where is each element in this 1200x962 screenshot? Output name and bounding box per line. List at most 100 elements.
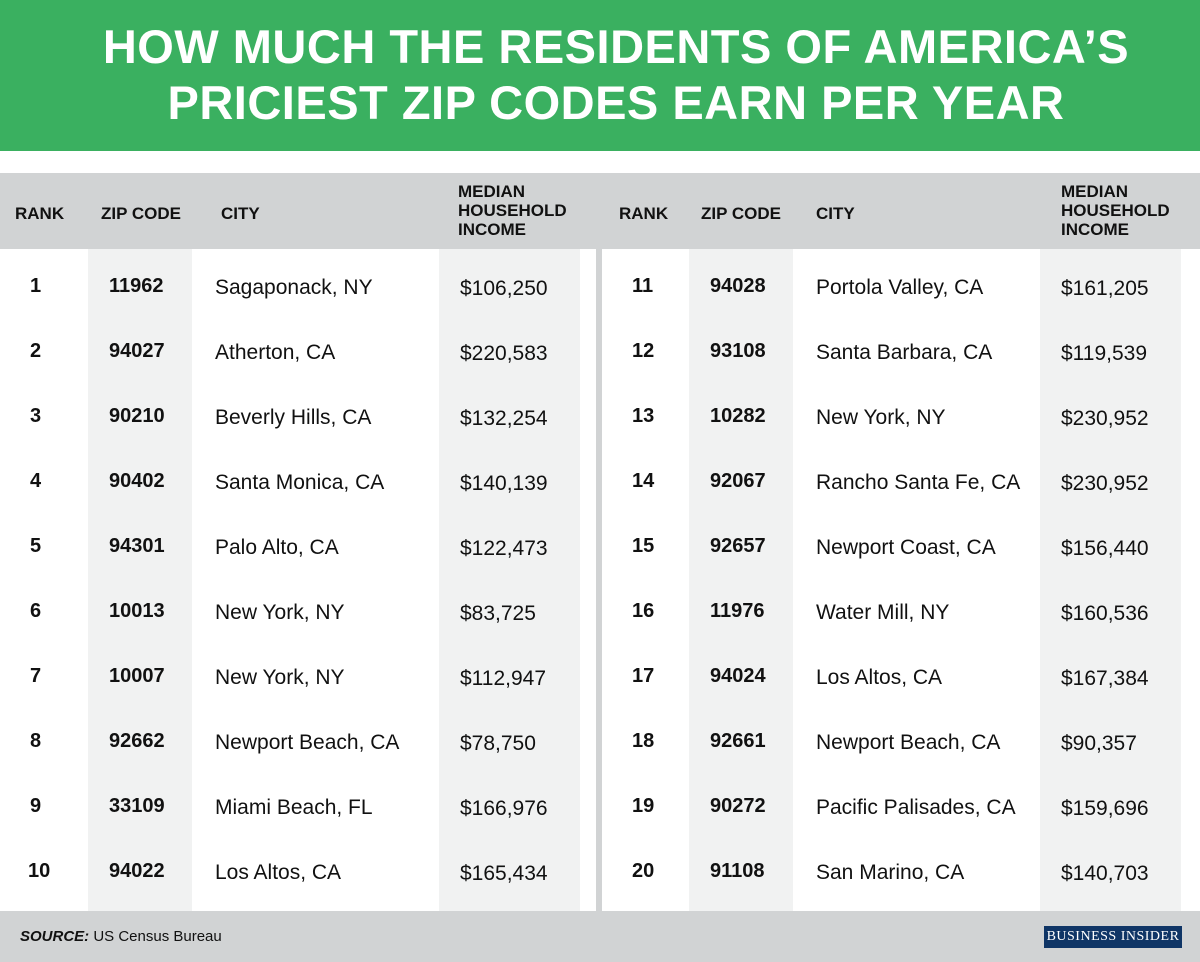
- zip-cell: 11962: [109, 275, 164, 297]
- income-cell: $119,539: [1061, 342, 1148, 365]
- city-cell: Santa Barbara, CA: [816, 341, 993, 364]
- zip-cell: 90272: [710, 795, 766, 817]
- zip-cell: 11976: [710, 600, 765, 622]
- zip-cell: 90210: [109, 405, 165, 427]
- title-banner: [0, 0, 1200, 151]
- zip-cell: 91108: [710, 860, 765, 882]
- city-cell: Sagaponack, NY: [215, 276, 373, 299]
- income-cell: $167,384: [1061, 667, 1149, 690]
- page-title-line-1: HOW MUCH THE RESIDENTS OF AMERICA’S: [102, 20, 1130, 73]
- income-cell: $160,536: [1061, 602, 1149, 625]
- income-cell: $106,250: [460, 277, 548, 300]
- rank-cell: 17: [632, 665, 655, 687]
- zip-cell: 94301: [109, 535, 165, 557]
- rank-cell: 7: [30, 665, 42, 687]
- city-cell: Portola Valley, CA: [816, 276, 984, 299]
- income-cell: $220,583: [460, 342, 548, 365]
- city-cell: Atherton, CA: [215, 341, 336, 364]
- zip-cell: 94027: [109, 340, 165, 362]
- header-city: CITY: [221, 204, 260, 223]
- income-cell: $230,952: [1061, 407, 1149, 430]
- zip-cell: 92657: [710, 535, 766, 557]
- city-cell: San Marino, CA: [816, 861, 965, 884]
- rank-cell: 19: [632, 795, 655, 817]
- rank-cell: 8: [30, 730, 42, 752]
- city-cell: Rancho Santa Fe, CA: [816, 471, 1021, 494]
- header-income-line-2: HOUSEHOLD: [458, 201, 567, 220]
- header-city: CITY: [816, 204, 855, 223]
- table-header-row: [0, 173, 1200, 249]
- zip-cell: 94028: [710, 275, 766, 297]
- zip-cell: 10007: [109, 665, 165, 687]
- income-cell: $122,473: [460, 537, 548, 560]
- rank-cell: 5: [30, 535, 42, 557]
- zip-cell: 92662: [109, 730, 165, 752]
- income-cell: $112,947: [460, 667, 547, 690]
- income-cell: $90,357: [1061, 732, 1137, 755]
- header-rank: RANK: [619, 204, 669, 223]
- rank-cell: 6: [30, 600, 42, 622]
- income-cell: $140,703: [1061, 862, 1149, 885]
- rank-cell: 13: [632, 405, 655, 427]
- zip-cell: 93108: [710, 340, 766, 362]
- header-rank: RANK: [15, 204, 65, 223]
- rank-cell: 20: [632, 860, 655, 882]
- business-insider-logo: BUSINESS INSIDER: [1044, 926, 1182, 948]
- zip-cell: 94022: [109, 860, 165, 882]
- city-cell: Palo Alto, CA: [215, 536, 339, 559]
- income-cell: $161,205: [1061, 277, 1149, 300]
- city-cell: New York, NY: [215, 601, 345, 624]
- rank-cell: 14: [632, 470, 655, 492]
- rank-cell: 10: [28, 860, 51, 882]
- city-cell: Water Mill, NY: [816, 601, 950, 624]
- rank-cell: 4: [30, 470, 42, 492]
- header-income: MEDIAN HOUSEHOLD INCOME: [1061, 182, 1191, 239]
- rank-cell: 2: [30, 340, 42, 362]
- income-cell: $78,750: [460, 732, 536, 755]
- header-zip-code: ZIP CODE: [701, 204, 781, 223]
- rank-cell: 18: [632, 730, 655, 752]
- city-cell: New York, NY: [816, 406, 946, 429]
- zip-column-right-bg: [689, 249, 793, 911]
- income-cell: $166,976: [460, 797, 548, 820]
- city-cell: New York, NY: [215, 666, 345, 689]
- city-cell: Newport Beach, CA: [215, 731, 400, 754]
- footer-band: [0, 911, 1200, 962]
- city-cell: Santa Monica, CA: [215, 471, 385, 494]
- rank-cell: 12: [632, 340, 655, 362]
- rank-cell: 15: [632, 535, 655, 557]
- zip-cell: 90402: [109, 470, 165, 492]
- city-cell: Newport Beach, CA: [816, 731, 1001, 754]
- city-cell: Newport Coast, CA: [816, 536, 996, 559]
- city-cell: Pacific Palisades, CA: [816, 796, 1016, 819]
- income-cell: $159,696: [1061, 797, 1149, 820]
- source-note: SOURCE: US Census Bureau: [20, 928, 222, 946]
- table-divider: [596, 249, 602, 911]
- income-cell: $132,254: [460, 407, 548, 430]
- zip-column-left-bg: [88, 249, 192, 911]
- income-cell: $156,440: [1061, 537, 1149, 560]
- header-income-line-3: INCOME: [458, 220, 526, 239]
- income-cell: $230,952: [1061, 472, 1149, 495]
- rank-cell: 3: [30, 405, 42, 427]
- zip-cell: 92067: [710, 470, 766, 492]
- header-income: MEDIAN HOUSEHOLD INCOME: [458, 182, 588, 239]
- rank-cell: 11: [632, 275, 654, 297]
- zip-cell: 10282: [710, 405, 766, 427]
- income-cell: $83,725: [460, 602, 536, 625]
- city-cell: Los Altos, CA: [816, 666, 943, 689]
- source-label: SOURCE:: [20, 928, 90, 945]
- header-income-line-3: INCOME: [1061, 220, 1129, 239]
- income-cell: $140,139: [460, 472, 548, 495]
- income-column-right-bg: [1040, 249, 1181, 911]
- zip-cell: 94024: [710, 665, 766, 687]
- page-title-line-2: PRICIEST ZIP CODES EARN PER YEAR: [167, 76, 1065, 129]
- header-zip-code: ZIP CODE: [101, 204, 181, 223]
- city-cell: Miami Beach, FL: [215, 796, 373, 819]
- source-text: US Census Bureau: [89, 928, 222, 945]
- zip-cell: 92661: [710, 730, 766, 752]
- header-income-line-1: MEDIAN: [1061, 182, 1129, 201]
- header-income-line-2: HOUSEHOLD: [1061, 201, 1170, 220]
- rank-cell: 1: [30, 275, 42, 297]
- city-cell: Beverly Hills, CA: [215, 406, 372, 429]
